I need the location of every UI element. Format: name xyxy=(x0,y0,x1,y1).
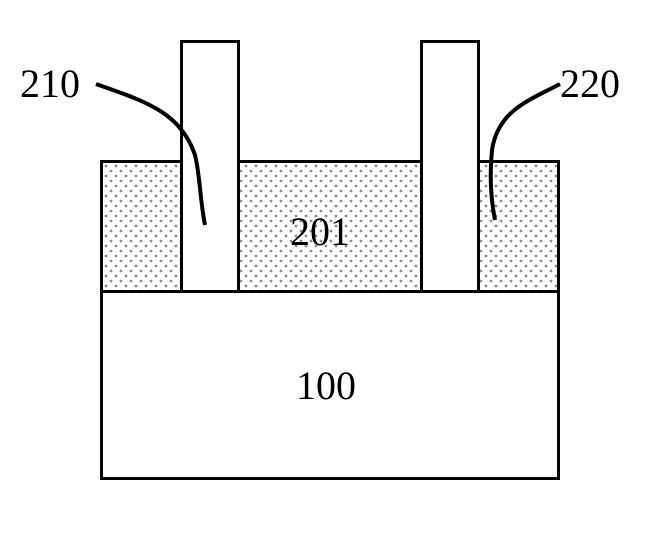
fin-210-mask xyxy=(183,157,237,290)
label-201: 201 xyxy=(290,208,350,255)
label-210: 210 xyxy=(20,60,80,107)
fin-220-mask xyxy=(423,157,477,290)
label-220: 220 xyxy=(560,60,620,107)
label-100: 100 xyxy=(296,362,356,409)
diagram-canvas: 201 100 210 220 xyxy=(0,0,656,560)
